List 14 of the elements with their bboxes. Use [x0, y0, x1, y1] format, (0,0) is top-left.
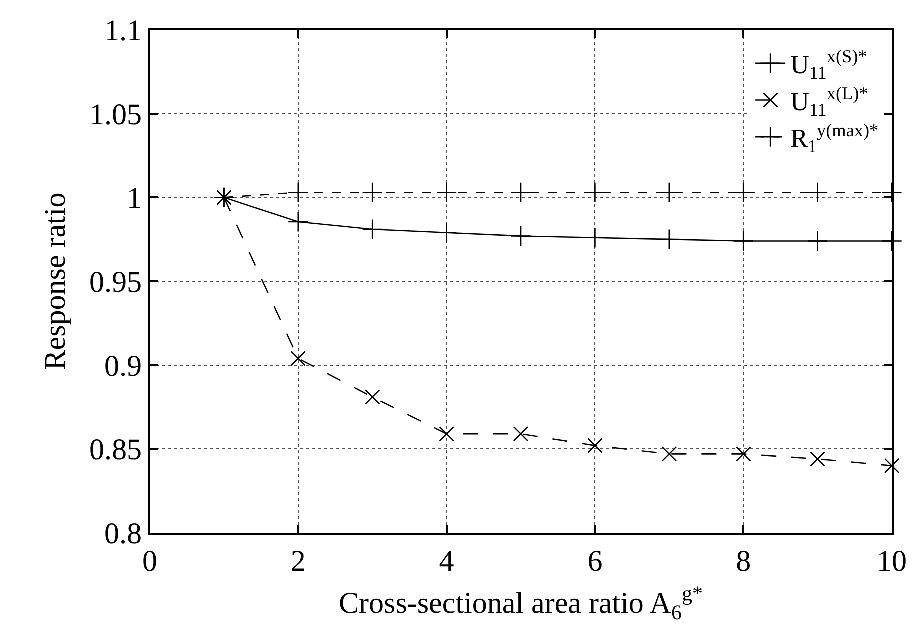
y-tick-label: 1.1: [104, 14, 142, 48]
x-tick-label: 6: [588, 545, 603, 578]
x-tick-label: 4: [439, 545, 454, 578]
x-tick-label: 0: [142, 545, 158, 578]
x-tick-label: 8: [736, 545, 752, 578]
y-axis-title: Response ratio: [39, 192, 72, 370]
y-tick-label: 1: [127, 182, 142, 216]
y-tick-label: 0.9: [104, 350, 142, 383]
y-tick-label: 1.05: [90, 98, 142, 132]
x-tick-label: 10: [877, 545, 907, 578]
y-tick-label: 0.85: [90, 434, 142, 467]
x-tick-label: 2: [290, 545, 306, 578]
y-tick-label: 0.8: [104, 518, 142, 550]
y-tick-label: 0.95: [90, 266, 142, 299]
